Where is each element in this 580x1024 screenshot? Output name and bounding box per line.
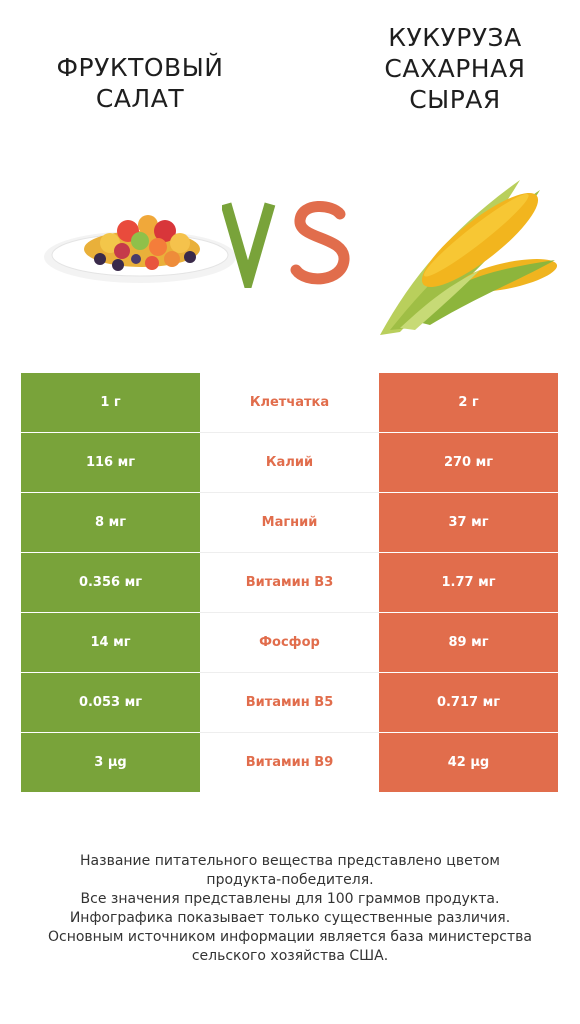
right-value: 270 мг [379, 432, 558, 493]
left-value: 0.053 мг [21, 672, 200, 733]
footnote-line: Все значения представлены для 100 граммо… [80, 891, 500, 907]
table-row: 0.356 мг Витамин B3 1.77 мг [21, 552, 558, 613]
right-value: 2 г [379, 373, 558, 433]
nutrient-name: Фосфор [200, 612, 379, 673]
nutrient-name: Витамин B5 [200, 672, 379, 733]
left-value: 1 г [21, 373, 200, 433]
fruit-salad-image [44, 215, 236, 283]
left-product-title: ФРУКТОВЫЙ САЛАТ [56, 53, 224, 113]
table-row: 1 г Клетчатка 2 г [21, 373, 558, 433]
table-row: 8 мг Магний 37 мг [21, 492, 558, 553]
table-row: 14 мг Фосфор 89 мг [21, 612, 558, 673]
right-value: 89 мг [379, 612, 558, 673]
footnote-line: продукта-победителя. [206, 872, 374, 888]
footnote: Название питательного вещества представл… [0, 852, 580, 966]
vs-label: VS [222, 196, 350, 288]
footnote-line: Название питательного вещества представл… [80, 853, 500, 869]
nutrient-name: Магний [200, 492, 379, 553]
footnote-line: сельского хозяйства США. [191, 948, 389, 964]
table-row: 116 мг Калий 270 мг [21, 432, 558, 493]
left-value: 14 мг [21, 612, 200, 673]
sweet-corn-image [380, 180, 558, 335]
vs-text: VS [222, 196, 224, 197]
nutrient-name: Витамин B9 [200, 732, 379, 792]
table-row: 3 µg Витамин B9 42 µg [21, 732, 558, 792]
left-value: 8 мг [21, 492, 200, 553]
right-value: 0.717 мг [379, 672, 558, 733]
nutrient-name: Витамин B3 [200, 552, 379, 613]
right-value: 37 мг [379, 492, 558, 553]
footnote-line: Инфографика показывает только существенн… [69, 910, 511, 926]
nutrient-name: Калий [200, 432, 379, 493]
nutrient-comparison-table: 1 г Клетчатка 2 г 116 мг Калий 270 мг 8 … [21, 373, 558, 792]
right-value: 1.77 мг [379, 552, 558, 613]
left-value: 116 мг [21, 432, 200, 493]
nutrient-name: Клетчатка [200, 373, 379, 433]
right-value: 42 µg [379, 732, 558, 792]
left-value: 3 µg [21, 732, 200, 792]
table-row: 0.053 мг Витамин B5 0.717 мг [21, 672, 558, 733]
right-product-title: КУКУРУЗА САХАРНАЯ СЫРАЯ [384, 23, 526, 114]
left-value: 0.356 мг [21, 552, 200, 613]
footnote-line: Основным источником информации является … [48, 929, 532, 945]
